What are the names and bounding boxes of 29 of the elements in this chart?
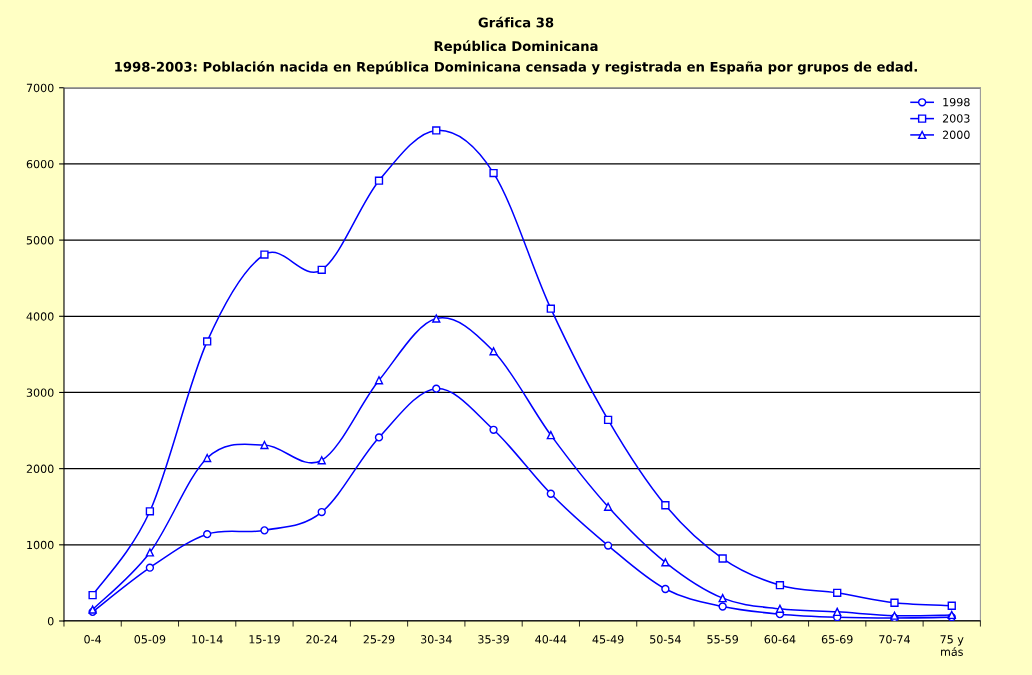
chart-subtitle: República Dominicana 1998-2003: Población nacida en República Dominicana censada y registrada en España por grupos de edad. <box>115 40 917 75</box>
x-tick-label: 05-09 <box>134 635 166 644</box>
y-tick-label: 4000 <box>26 312 54 321</box>
x-tick-label: 50-54 <box>650 635 681 644</box>
x-tick-label: 60-64 <box>764 635 796 644</box>
x-tick-label: 15-19 <box>249 635 280 644</box>
x-tick-label: 40-44 <box>535 635 567 644</box>
x-tick-label: 75 y más <box>940 635 964 656</box>
x-tick-label: 45-49 <box>592 635 624 644</box>
legend-label: 2003 <box>942 114 970 123</box>
y-tick-label: 2000 <box>26 464 54 474</box>
y-tick-label: 6000 <box>26 159 54 169</box>
y-tick-label: 3000 <box>26 388 54 397</box>
x-tick-label: 35-39 <box>478 635 509 644</box>
y-tick-label: 5000 <box>26 236 54 245</box>
x-tick-label: 30-34 <box>420 635 452 644</box>
x-tick-label: 70-74 <box>879 635 911 644</box>
x-tick-label: 55-59 <box>707 635 739 644</box>
y-tick-label: 1000 <box>27 540 54 550</box>
x-tick-label: 65-69 <box>821 635 853 644</box>
x-tick-label: 25-29 <box>363 635 395 644</box>
legend-label: 2000 <box>942 130 970 139</box>
x-tick-label: 10-14 <box>192 635 223 644</box>
y-tick-label: 0 <box>47 616 54 626</box>
x-tick-label: 20-24 <box>306 635 338 644</box>
legend-label: 1998 <box>943 97 970 107</box>
y-tick-label: 7000 <box>26 83 54 93</box>
chart-title: Gráfica 38 <box>478 16 554 28</box>
x-tick-label: 0-4 <box>84 635 102 644</box>
